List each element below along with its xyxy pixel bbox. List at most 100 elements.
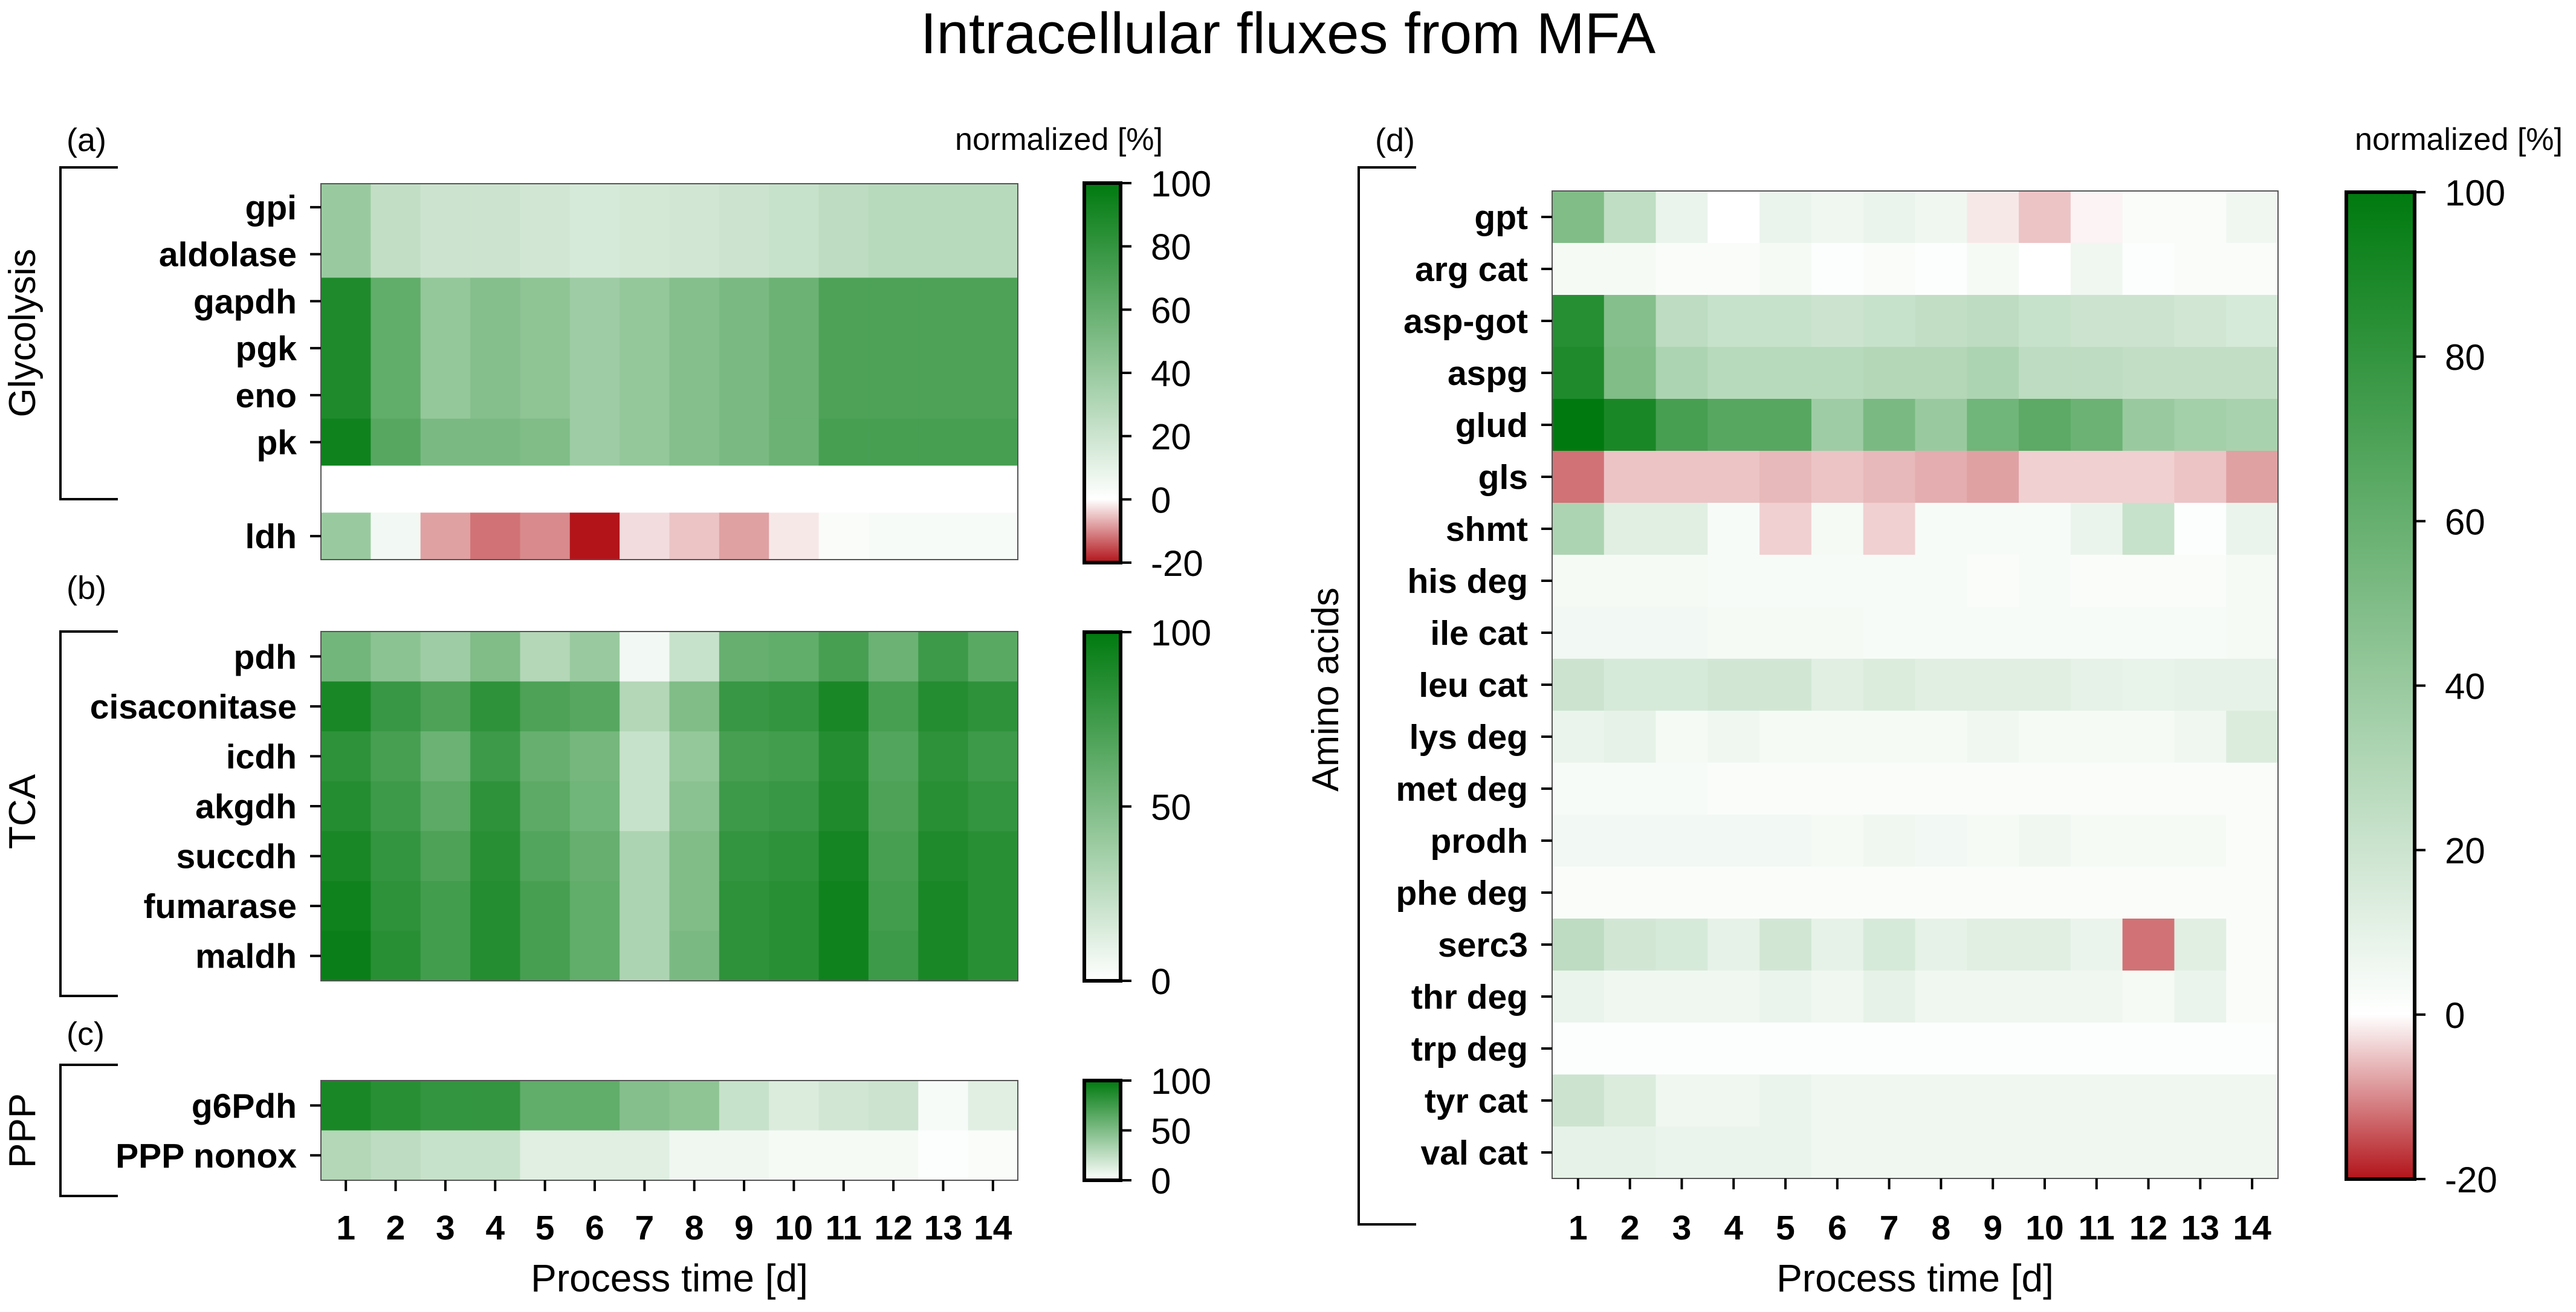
heatmap-cell xyxy=(719,881,770,932)
heatmap-cell xyxy=(1915,763,1968,815)
row-label-asp-got: asp-got xyxy=(1403,302,1528,341)
heatmap-cell xyxy=(719,512,770,560)
heatmap-cell xyxy=(321,632,372,682)
heatmap-cell xyxy=(321,931,372,981)
row-label-his-deg: his deg xyxy=(1407,562,1528,601)
heatmap-cell xyxy=(420,731,471,782)
colorbar-title: normalized [%] xyxy=(955,122,1163,157)
heatmap-cell xyxy=(669,781,720,832)
heatmap-cell xyxy=(669,512,720,560)
column-label: 11 xyxy=(2079,1209,2115,1247)
heatmap-cell xyxy=(2019,347,2071,399)
heatmap-cell xyxy=(1707,607,1760,659)
row-label-cisaconitase: cisaconitase xyxy=(90,688,297,726)
heatmap-cell xyxy=(769,325,820,372)
heatmap-cell xyxy=(719,931,770,981)
heatmap-cell xyxy=(1811,711,1864,763)
heatmap-cell xyxy=(769,1130,820,1181)
heatmap-cell xyxy=(769,465,820,514)
panel-label: (d) xyxy=(1375,122,1415,158)
heatmap-cell xyxy=(1967,1023,2019,1075)
heatmap-cell xyxy=(918,831,969,882)
heatmap-cell xyxy=(1552,503,1605,555)
heatmap-cell xyxy=(1967,347,2019,399)
group-label-ppp: PPP xyxy=(2,1093,44,1168)
heatmap-cell xyxy=(520,325,571,372)
heatmap-cell xyxy=(520,184,571,231)
row-label-gpt: gpt xyxy=(1474,198,1528,237)
heatmap-cell xyxy=(868,230,919,279)
heatmap-cell xyxy=(2226,347,2279,399)
heatmap-cell xyxy=(918,372,969,419)
heatmap-cell xyxy=(2122,191,2175,244)
heatmap-cell xyxy=(1915,555,1968,607)
heatmap-cell xyxy=(1967,763,2019,815)
heatmap-cell xyxy=(2070,971,2123,1023)
heatmap-cell xyxy=(1915,503,1968,555)
heatmap-cell xyxy=(2070,191,2123,244)
heatmap-cell xyxy=(769,230,820,279)
heatmap-cell xyxy=(918,731,969,782)
heatmap-cell xyxy=(818,418,869,467)
heatmap-cell xyxy=(620,931,670,981)
heatmap-cell xyxy=(1655,763,1709,815)
heatmap-cell xyxy=(1759,243,1812,296)
heatmap-cell xyxy=(1811,347,1864,399)
heatmap-cell xyxy=(1863,659,1916,711)
heatmap-cell xyxy=(719,632,770,682)
heatmap-cell xyxy=(868,731,919,782)
heatmap-cell xyxy=(620,277,670,326)
heatmap-cell xyxy=(1863,243,1916,296)
heatmap-cell xyxy=(2174,555,2227,607)
row-label-icdh: icdh xyxy=(226,737,297,776)
colorbar xyxy=(1083,181,1122,564)
heatmap-cell xyxy=(868,1081,919,1131)
heatmap-cell xyxy=(2070,607,2123,659)
heatmap-cell xyxy=(1967,503,2019,555)
heatmap-cell xyxy=(321,781,372,832)
heatmap-cell xyxy=(569,372,620,419)
heatmap-cell xyxy=(620,465,670,514)
heatmap-cell xyxy=(1707,1074,1760,1127)
heatmap-cell xyxy=(371,230,421,279)
heatmap-cell xyxy=(1707,919,1760,971)
colorbar-tick-label: 0 xyxy=(2445,995,2465,1036)
heatmap-cell xyxy=(569,681,620,732)
heatmap-cell xyxy=(2226,971,2279,1023)
heatmap-cell xyxy=(1915,399,1968,451)
heatmap-cell xyxy=(918,512,969,560)
heatmap-cell xyxy=(769,632,820,682)
heatmap-cell xyxy=(1552,399,1605,451)
heatmap-cell xyxy=(470,325,521,372)
column-label: 4 xyxy=(1724,1209,1743,1247)
heatmap-cell xyxy=(569,632,620,682)
heatmap-cell xyxy=(1707,1126,1760,1179)
heatmap-cell xyxy=(2226,711,2279,763)
group-label-amino-acids: Amino acids xyxy=(1305,587,1347,792)
heatmap-cell xyxy=(1604,347,1657,399)
heatmap-cell xyxy=(2226,555,2279,607)
heatmap-cell xyxy=(520,1130,571,1181)
row-label-lys-deg: lys deg xyxy=(1409,718,1528,757)
heatmap-cell xyxy=(1863,815,1916,867)
heatmap-cell xyxy=(620,184,670,231)
heatmap-cell xyxy=(2070,919,2123,971)
heatmap-cell xyxy=(420,512,471,560)
heatmap-cell xyxy=(470,731,521,782)
heatmap-cell xyxy=(1811,1023,1864,1075)
heatmap-cell xyxy=(1915,295,1968,347)
heatmap-cell xyxy=(470,831,521,882)
heatmap-cell xyxy=(2174,1126,2227,1179)
heatmap-cell xyxy=(1863,1126,1916,1179)
heatmap-cell xyxy=(968,230,1018,279)
heatmap-cell xyxy=(1863,503,1916,555)
heatmap-cell xyxy=(2174,971,2227,1023)
heatmap-cell xyxy=(321,731,372,782)
heatmap-cell xyxy=(321,881,372,932)
heatmap-cell xyxy=(420,184,471,231)
heatmap-cell xyxy=(1707,815,1760,867)
heatmap-cell xyxy=(1604,1023,1657,1075)
heatmap-cell xyxy=(1604,1126,1657,1179)
heatmap-cell xyxy=(470,781,521,832)
column-label: 13 xyxy=(924,1209,962,1247)
